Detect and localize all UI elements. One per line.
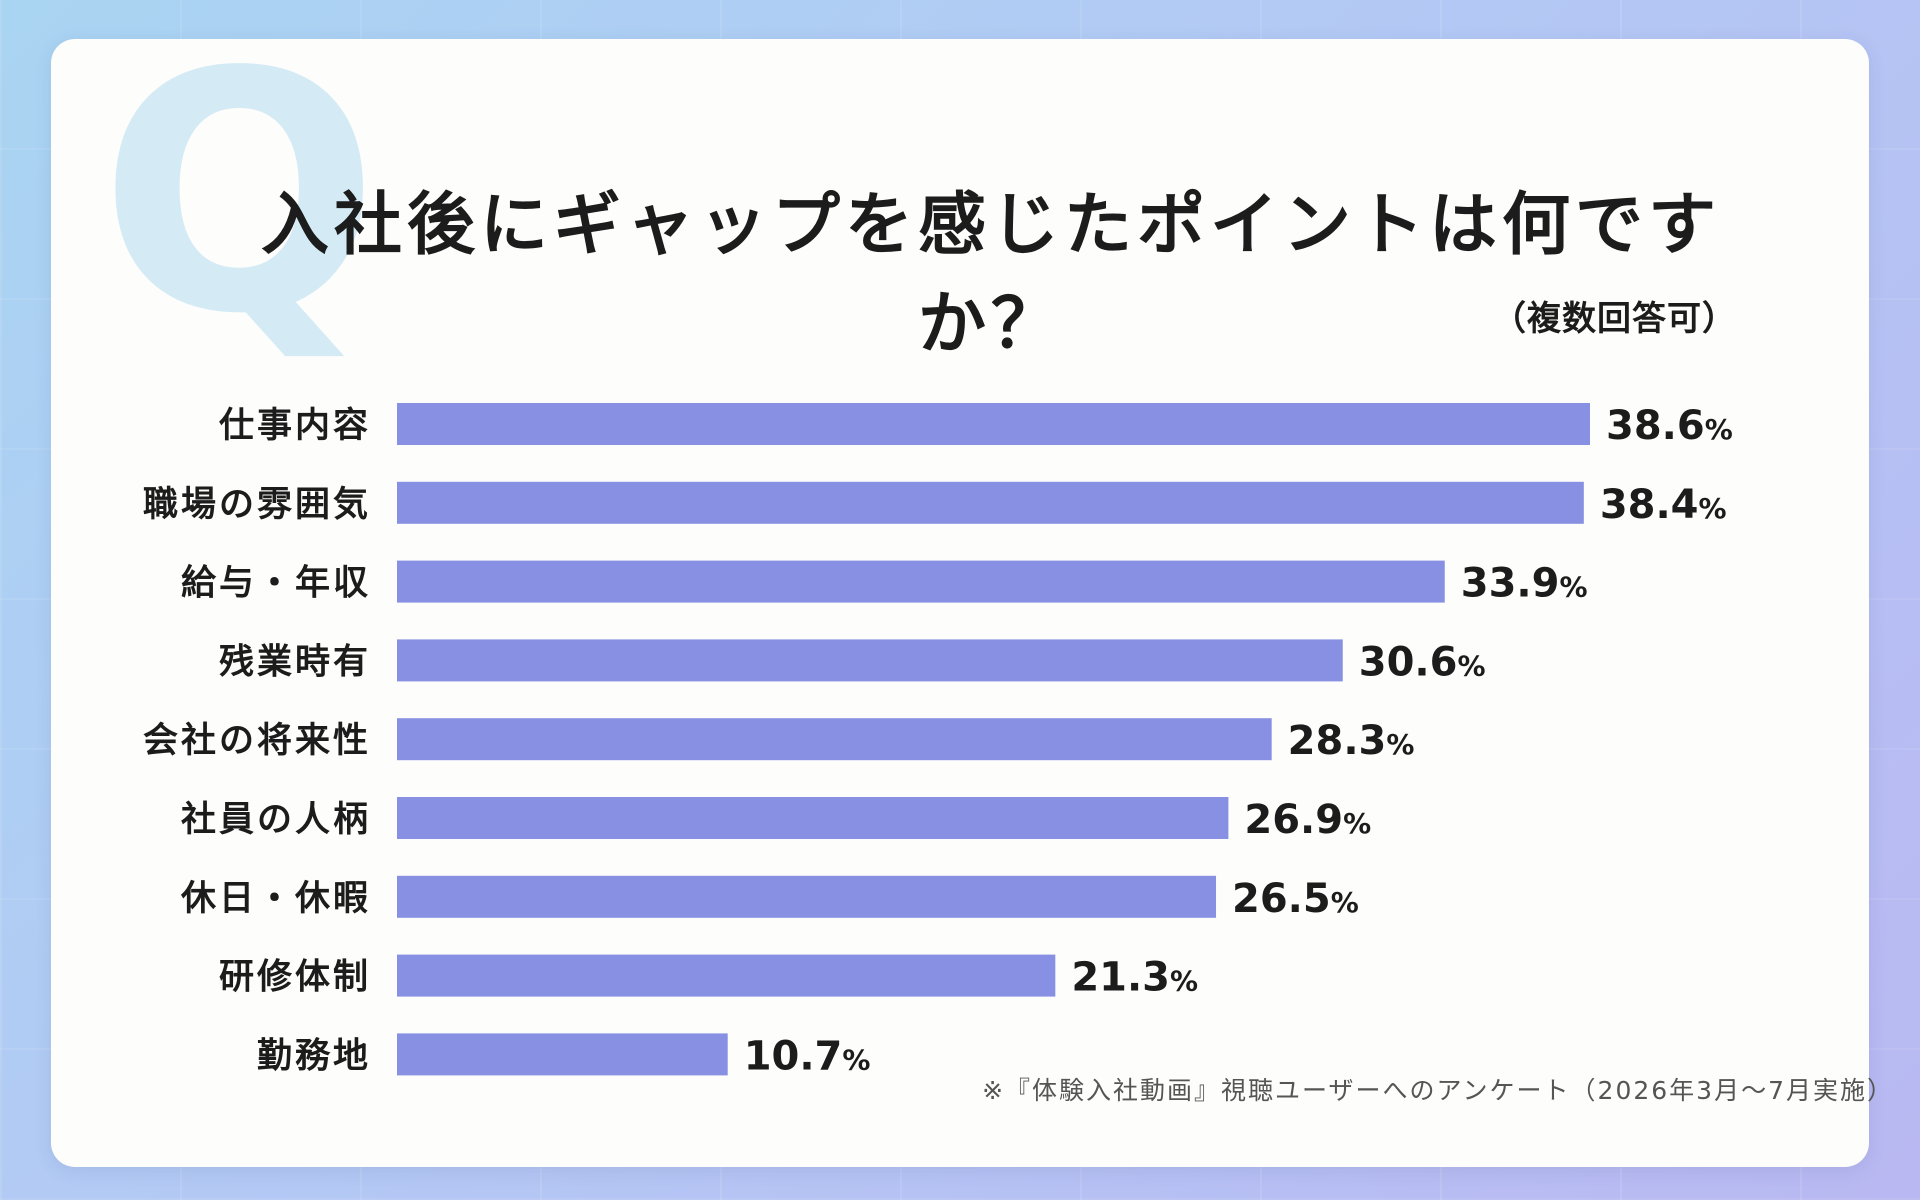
chart-subtitle: （複数回答可）	[1492, 299, 1737, 339]
survey-footnote: ※『体験入社動画』視聴ユーザーへのアンケート（2026年3月〜7月実施）	[982, 1076, 1894, 1105]
q-mark-decoration: Q	[99, 2, 380, 386]
value-label: 33.9%	[1461, 561, 1588, 607]
value-label: 30.6%	[1359, 639, 1486, 685]
value-label: 21.3%	[1071, 955, 1198, 1001]
category-label: 休日・休暇	[180, 879, 371, 919]
category-label: 給与・年収	[181, 564, 371, 604]
category-label: 職場の雰囲気	[143, 485, 371, 525]
category-label: 仕事内容	[219, 406, 371, 446]
category-label: 勤務地	[257, 1036, 371, 1076]
value-unit: %	[1457, 649, 1485, 682]
value-unit: %	[1705, 413, 1733, 446]
value-unit: %	[1386, 728, 1414, 761]
bar	[397, 1033, 728, 1076]
category-label: 会社の将来性	[143, 721, 371, 761]
category-label: 残業時有	[219, 642, 371, 682]
value-unit: %	[1331, 886, 1359, 919]
value-label: 28.3%	[1288, 718, 1415, 764]
value-unit: %	[1559, 571, 1587, 604]
category-label: 研修体制	[219, 958, 371, 998]
chart-title: 入社後にギャップを感じたポイントは何ですか？	[260, 186, 1721, 364]
bar	[397, 560, 1445, 603]
bar	[397, 639, 1343, 682]
bar	[397, 718, 1272, 761]
value-unit: %	[1699, 492, 1727, 525]
bar	[397, 481, 1584, 524]
value-unit: %	[842, 1043, 870, 1076]
chart-card: Q 入社後にギャップを感じたポイントは何ですか？ （複数回答可）	[51, 29, 1869, 1167]
bar	[397, 797, 1229, 839]
value-label: 26.9%	[1244, 797, 1371, 843]
value-unit: %	[1343, 807, 1371, 840]
bar	[397, 403, 1590, 445]
value-label: 38.4%	[1600, 482, 1727, 528]
value-unit: %	[1170, 965, 1198, 998]
category-label: 社員の人柄	[181, 800, 371, 840]
value-label: 26.5%	[1232, 876, 1359, 922]
bar	[397, 954, 1056, 997]
value-label: 10.7%	[744, 1033, 871, 1079]
bar	[397, 875, 1217, 918]
value-label: 38.6%	[1606, 403, 1733, 449]
